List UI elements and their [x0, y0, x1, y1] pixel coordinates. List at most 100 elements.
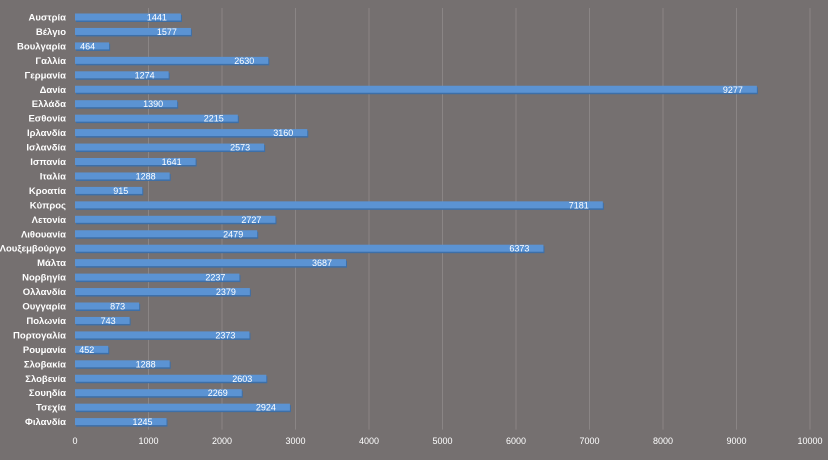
category-label: Πορτογαλία [13, 330, 66, 341]
category-label: Λετονία [32, 215, 67, 226]
bar-value-label: 2215 [204, 114, 224, 124]
bar [75, 345, 109, 353]
category-label: Εσθονία [28, 114, 66, 125]
x-axis-ticks: 0 1000 2000 3000 4000 5000 6000 7000 8000 9000 100… [72, 436, 822, 446]
category-label: Πολωνία [26, 316, 66, 327]
bar [75, 360, 170, 368]
bar-value-label: 873 [110, 302, 125, 312]
x-tick-label: 5000 [432, 436, 452, 446]
x-tick-label: 6000 [506, 436, 526, 446]
bar [75, 331, 250, 339]
bar [75, 259, 346, 267]
bar [75, 143, 265, 151]
category-label: Λουξεμβούργο [0, 244, 66, 255]
category-label: Σουηδία [29, 388, 66, 399]
x-tick-label: 2000 [212, 436, 232, 446]
bar-value-label: 6373 [509, 244, 529, 254]
bar-value-label: 2237 [205, 273, 225, 283]
bar-value-label: 3160 [273, 128, 293, 138]
bar-value-label: 743 [101, 316, 116, 326]
category-labels: Αυστρία Βέλγιο Βουλγαρία Γαλλία Γερμανία Δανί… [0, 13, 66, 429]
bar-value-label: 3687 [312, 258, 332, 268]
category-label: Φιλανδία [25, 417, 66, 428]
category-label: Ουγγαρία [22, 302, 66, 313]
bar [75, 129, 308, 137]
bar-value-label: 452 [79, 345, 94, 355]
data-labels: 1441 1577 464 2630 1274 9277 1390 2215 3160 2573 1… [79, 13, 743, 428]
category-label: Ιταλία [40, 171, 66, 182]
bar-value-label: 2373 [215, 330, 235, 340]
category-label: Ολλανδία [23, 287, 66, 298]
bar [75, 172, 170, 180]
category-label: Ιρλανδία [27, 128, 66, 139]
category-label: Γαλλία [35, 56, 66, 67]
category-label: Λιθουανία [21, 229, 66, 240]
x-tick-label: 0 [72, 436, 77, 446]
category-label: Κροατία [29, 186, 66, 197]
bar [75, 13, 181, 21]
bar-value-label: 1245 [132, 417, 152, 427]
x-tick-label: 9000 [726, 436, 746, 446]
bars [75, 13, 758, 427]
category-label: Σλοβακία [24, 359, 66, 370]
bar [75, 215, 276, 223]
x-tick-label: 4000 [359, 436, 379, 446]
category-label: Τσεχία [36, 403, 66, 414]
category-label: Ρουμανία [23, 345, 66, 356]
category-label: Δανία [40, 85, 67, 96]
bar [75, 403, 290, 411]
category-label: Ισλανδία [26, 143, 66, 154]
bar-value-label: 9277 [723, 85, 743, 95]
bar-value-label: 2573 [230, 143, 250, 153]
bar-value-label: 2603 [232, 374, 252, 384]
category-label: Αυστρία [29, 13, 67, 24]
bar [75, 389, 242, 397]
category-label: Μάλτα [37, 258, 66, 269]
category-label: Βέλγιο [36, 27, 66, 38]
category-label: Ισπανία [30, 157, 66, 168]
category-label: Βουλγαρία [17, 41, 66, 52]
bar-value-label: 1288 [136, 171, 156, 181]
bar [75, 100, 178, 108]
bar [75, 244, 544, 252]
bar-value-label: 2379 [216, 287, 236, 297]
bar [75, 288, 250, 296]
bar [75, 27, 191, 35]
x-tick-label: 7000 [579, 436, 599, 446]
bar [75, 158, 196, 165]
bar-value-label: 7181 [569, 200, 589, 210]
bar-value-label: 2479 [223, 229, 243, 239]
bar [75, 302, 140, 310]
category-label: Νορβηγία [22, 273, 66, 284]
bar-value-label: 1274 [135, 70, 155, 80]
gridlines [148, 8, 811, 430]
bar-value-label: 1441 [147, 13, 167, 23]
bar [75, 273, 240, 281]
category-label: Ελλάδα [32, 99, 66, 110]
bar-value-label: 2269 [208, 388, 228, 398]
bar [75, 85, 757, 93]
x-tick-label: 3000 [285, 436, 305, 446]
bar-value-label: 2630 [234, 56, 254, 66]
x-tick-label: 10000 [797, 436, 822, 446]
bar [75, 418, 167, 426]
x-tick-label: 1000 [138, 436, 158, 446]
x-tick-label: 8000 [653, 436, 673, 446]
bar [75, 114, 238, 122]
bar [75, 71, 169, 79]
bar-value-label: 915 [113, 186, 128, 196]
bar-value-label: 1577 [157, 27, 177, 37]
bar [75, 42, 110, 50]
bar-value-label: 1641 [162, 157, 182, 167]
category-label: Κύπρος [30, 200, 66, 211]
bar-value-label: 464 [80, 41, 95, 51]
bar [75, 201, 603, 209]
category-label: Γερμανία [24, 70, 66, 81]
bar [75, 186, 143, 194]
bar-value-label: 2924 [256, 403, 276, 413]
bar [75, 374, 267, 382]
bar [75, 316, 130, 324]
bar-value-label: 1390 [143, 99, 163, 109]
